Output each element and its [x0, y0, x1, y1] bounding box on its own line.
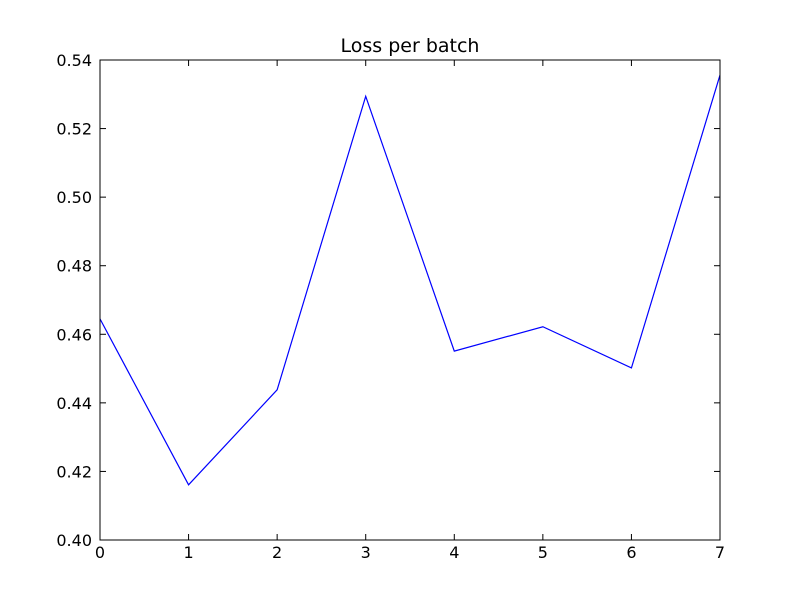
y-tick-label: 0.52	[56, 120, 92, 139]
x-tick-label: 6	[626, 543, 636, 562]
chart-title: Loss per batch	[341, 35, 480, 57]
y-tick-label: 0.48	[56, 257, 92, 276]
x-tick-label: 1	[183, 543, 193, 562]
y-tick-label: 0.54	[56, 51, 92, 70]
ticks: 0 1 2 3 4 5 6 7 0.40 0.42 0.44 0.46 0.48 0.50 0.52 0.54	[56, 51, 725, 562]
y-tick-label: 0.40	[56, 531, 92, 550]
y-tick-label: 0.50	[56, 188, 92, 207]
x-tick-label: 2	[272, 543, 282, 562]
x-tick-label: 5	[538, 543, 548, 562]
x-tick-label: 7	[715, 543, 725, 562]
plot-frame	[99, 59, 721, 541]
x-tick-label: 0	[95, 543, 105, 562]
series-line-0	[99, 74, 721, 486]
y-tick-label: 0.46	[56, 325, 92, 344]
x-tick-label: 3	[361, 543, 371, 562]
series-layer	[99, 74, 721, 486]
y-tick-label: 0.44	[56, 394, 92, 413]
x-tick-label: 4	[449, 543, 459, 562]
y-tick-label: 0.42	[56, 462, 92, 481]
